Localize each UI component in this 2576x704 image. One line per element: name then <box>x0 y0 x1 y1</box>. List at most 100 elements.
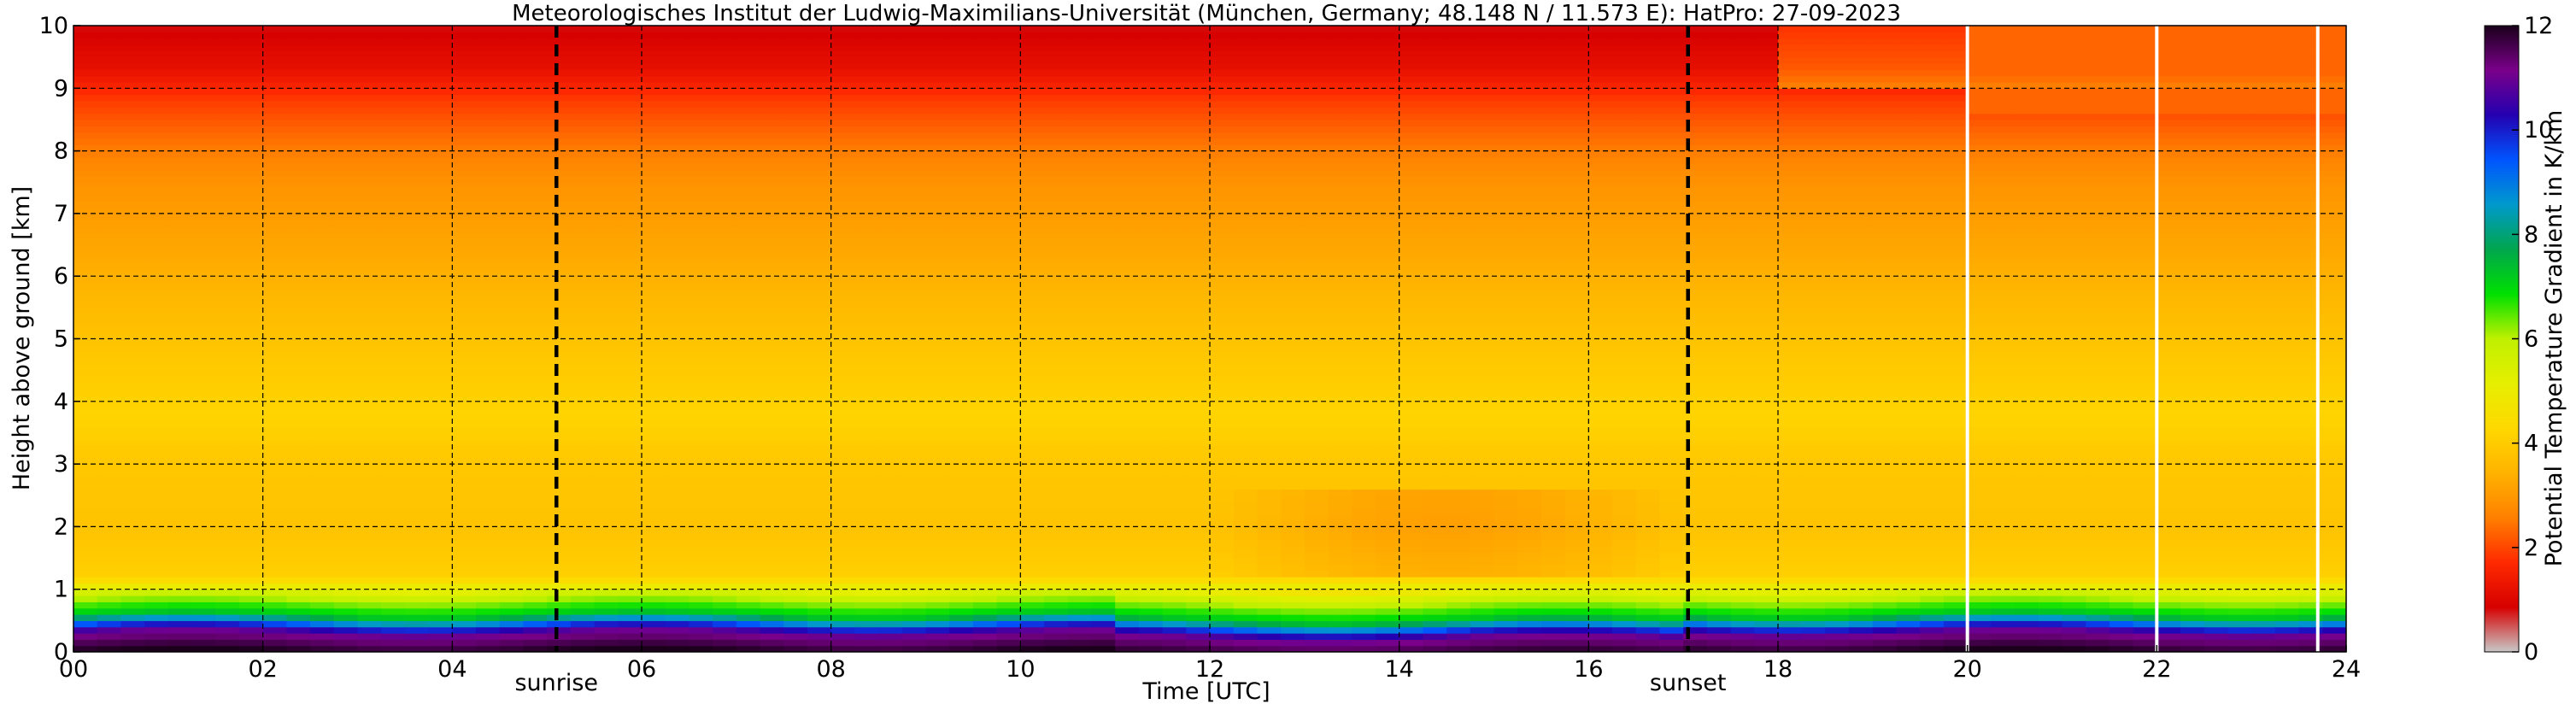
heat-cell <box>996 282 1021 290</box>
heat-cell <box>594 570 619 578</box>
heat-cell <box>972 614 998 621</box>
heat-cell <box>1067 607 1093 615</box>
heat-cell <box>1138 357 1164 365</box>
heat-cell <box>499 470 525 478</box>
heat-cell <box>854 288 879 296</box>
heat-cell <box>949 320 974 327</box>
heat-cell <box>381 395 406 402</box>
heat-cell <box>404 476 430 484</box>
heat-cell <box>523 363 548 371</box>
heat-cell <box>191 395 216 402</box>
heat-cell <box>333 307 359 314</box>
heat-cell <box>404 69 430 77</box>
heat-cell <box>428 464 453 472</box>
heat-cell <box>476 432 501 440</box>
heat-cell <box>476 370 501 378</box>
heat-cell <box>1233 238 1259 246</box>
heat-cell <box>1115 32 1140 39</box>
heat-cell <box>1210 614 1235 621</box>
heat-cell <box>238 408 264 415</box>
heat-cell <box>594 408 619 415</box>
heat-cell <box>736 132 761 139</box>
heat-cell <box>452 150 477 158</box>
heat-cell <box>1067 100 1093 108</box>
heat-cell <box>1233 445 1259 453</box>
heat-cell <box>310 520 335 527</box>
heat-cell <box>73 338 98 346</box>
heat-cell <box>1186 626 1211 634</box>
heat-cell <box>1115 119 1140 126</box>
heat-cell <box>1044 532 1069 540</box>
heat-cell <box>925 314 950 321</box>
heat-cell <box>428 326 453 333</box>
heat-cell <box>570 38 596 45</box>
heat-cell <box>925 614 950 621</box>
heat-cell <box>499 94 525 102</box>
heat-cell <box>689 476 713 484</box>
heat-cell <box>499 626 525 634</box>
heat-cell <box>428 344 453 352</box>
heat-cell <box>570 457 596 465</box>
heat-cell <box>191 351 216 359</box>
heat-cell <box>689 351 713 359</box>
heat-cell <box>452 257 477 265</box>
heat-cell <box>830 495 855 502</box>
heat-cell <box>878 382 903 390</box>
heat-cell <box>972 144 998 152</box>
heat-cell <box>286 107 311 114</box>
heat-cell <box>1210 320 1235 327</box>
heat-cell <box>925 126 950 133</box>
heat-cell <box>1044 539 1069 546</box>
heat-cell <box>830 69 855 77</box>
heat-cell <box>949 119 974 126</box>
heat-cell <box>1020 607 1045 615</box>
heat-cell <box>1091 344 1116 352</box>
heat-cell <box>807 295 832 302</box>
heat-cell <box>594 389 619 396</box>
heat-cell <box>404 513 430 521</box>
heat-cell <box>925 438 950 446</box>
heat-cell <box>144 126 169 133</box>
heat-cell <box>381 156 406 164</box>
heat-cell <box>1162 132 1187 139</box>
heat-cell <box>1138 476 1164 484</box>
heat-cell <box>783 426 808 434</box>
heat-cell <box>736 382 761 390</box>
heat-cell <box>310 276 335 284</box>
heat-cell <box>594 26 619 32</box>
heat-cell <box>925 320 950 327</box>
heat-cell <box>901 414 927 421</box>
heat-cell <box>972 269 998 277</box>
heat-cell <box>1044 502 1069 509</box>
heat-cell <box>807 601 832 609</box>
heat-cell <box>357 213 382 220</box>
heat-cell <box>238 601 264 609</box>
heat-cell <box>996 457 1021 465</box>
heat-cell <box>167 119 193 126</box>
heat-cell <box>713 56 737 64</box>
heat-cell <box>523 332 548 340</box>
heat-cell <box>642 583 666 590</box>
heat-cell <box>878 301 903 308</box>
heat-cell <box>191 226 216 233</box>
heat-cell <box>1186 382 1211 390</box>
heat-cell <box>286 126 311 133</box>
heat-cell <box>191 457 216 465</box>
heat-cell <box>333 288 359 296</box>
heat-cell <box>901 232 927 239</box>
heat-cell <box>167 539 193 546</box>
heat-cell <box>949 607 974 615</box>
heat-cell <box>191 564 216 572</box>
heat-cell <box>736 520 761 527</box>
heat-cell <box>713 194 737 202</box>
heat-cell <box>191 551 216 559</box>
heat-cell <box>689 175 713 183</box>
heat-cell <box>238 250 264 258</box>
heat-cell <box>262 62 287 70</box>
heat-cell <box>1067 489 1093 496</box>
heat-cell <box>807 182 832 190</box>
heat-cell <box>1067 363 1093 371</box>
heat-cell <box>381 408 406 415</box>
heat-cell <box>1067 351 1093 359</box>
heat-cell <box>1138 564 1164 572</box>
